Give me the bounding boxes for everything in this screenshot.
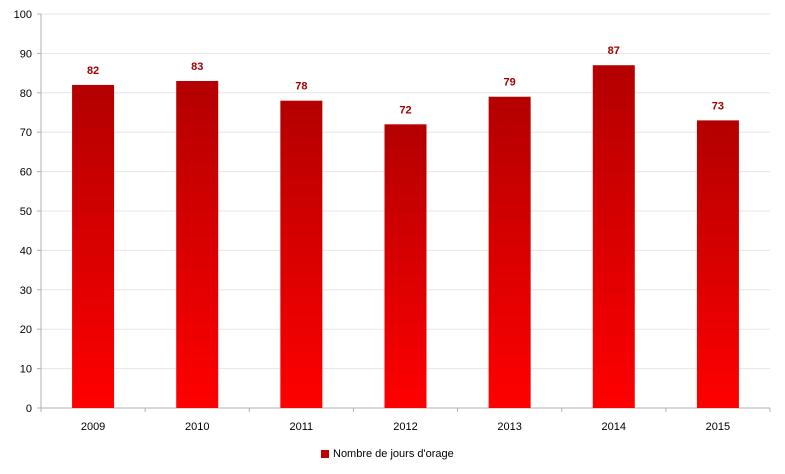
bar: [488, 96, 531, 409]
y-axis-ticks: 0 10 20 30 40 50 60 70 80 90 100: [14, 9, 41, 415]
y-tick-label: 70: [20, 127, 32, 139]
data-label: 79: [504, 77, 516, 89]
bar: [72, 84, 115, 409]
y-tick-label: 40: [20, 245, 32, 257]
y-tick-label: 80: [20, 88, 32, 100]
data-labels: 82 83 78 72 79 87 73: [87, 45, 724, 116]
x-tick-label: 2015: [706, 421, 730, 433]
data-label: 83: [191, 61, 203, 73]
bar: [384, 124, 427, 408]
bar: [696, 120, 739, 408]
legend-label: Nombre de jours d'orage: [333, 448, 454, 460]
x-tick-label: 2010: [185, 421, 209, 433]
bar: [176, 80, 219, 408]
bars: [72, 65, 739, 409]
x-tick-label: 2012: [393, 421, 417, 433]
x-tick-label: 2013: [497, 421, 521, 433]
bar: [592, 65, 635, 408]
legend-swatch: [321, 450, 329, 458]
data-label: 82: [87, 65, 99, 77]
data-label: 87: [608, 45, 620, 57]
y-tick-label: 0: [26, 403, 32, 415]
y-tick-label: 90: [20, 48, 32, 60]
legend: Nombre de jours d'orage: [321, 446, 454, 462]
y-tick-label: 30: [20, 285, 32, 297]
data-label: 78: [295, 81, 307, 93]
x-tick-label: 2011: [290, 421, 314, 433]
data-label: 72: [399, 104, 411, 116]
x-tick-label: 2009: [81, 421, 105, 433]
y-tick-label: 60: [20, 167, 32, 179]
y-tick-label: 50: [20, 206, 32, 218]
y-tick-label: 20: [20, 324, 32, 336]
x-tick-label: 2014: [602, 421, 626, 433]
x-axis-ticks: 2009 2010 2011 2012 2013 2014 2015: [40, 408, 771, 433]
y-tick-label: 100: [14, 9, 32, 21]
data-label: 73: [712, 100, 724, 112]
y-tick-label: 10: [20, 364, 32, 376]
bar: [280, 100, 323, 409]
